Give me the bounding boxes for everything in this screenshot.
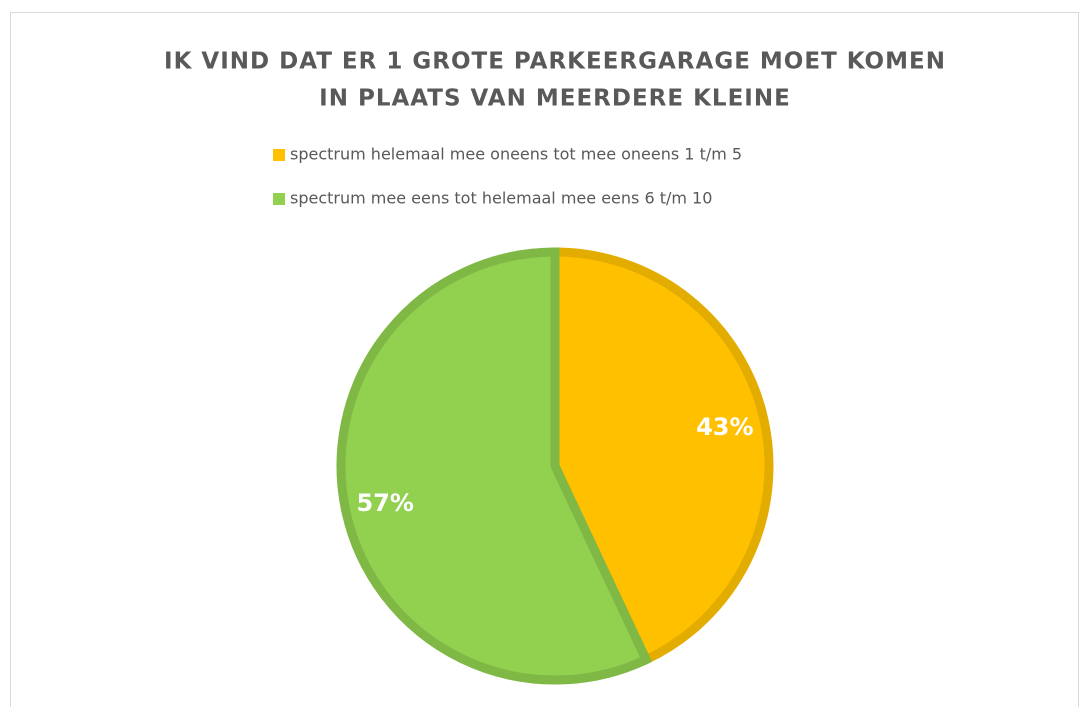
data-label: 57% [356, 489, 413, 517]
legend-label: spectrum mee eens tot helemaal mee eens … [290, 189, 712, 208]
pie-slice [336, 247, 653, 685]
legend-swatch [273, 193, 285, 205]
legend-swatch [273, 149, 285, 161]
pie-slice [550, 247, 774, 666]
chart-title: IK VIND DAT ER 1 GROTE PARKEERGARAGE MOE… [164, 49, 946, 75]
legend-label: spectrum helemaal mee oneens tot mee one… [290, 145, 742, 164]
chart-title: IN PLAATS VAN MEERDERE KLEINE [319, 86, 791, 112]
data-label: 43% [696, 413, 753, 441]
